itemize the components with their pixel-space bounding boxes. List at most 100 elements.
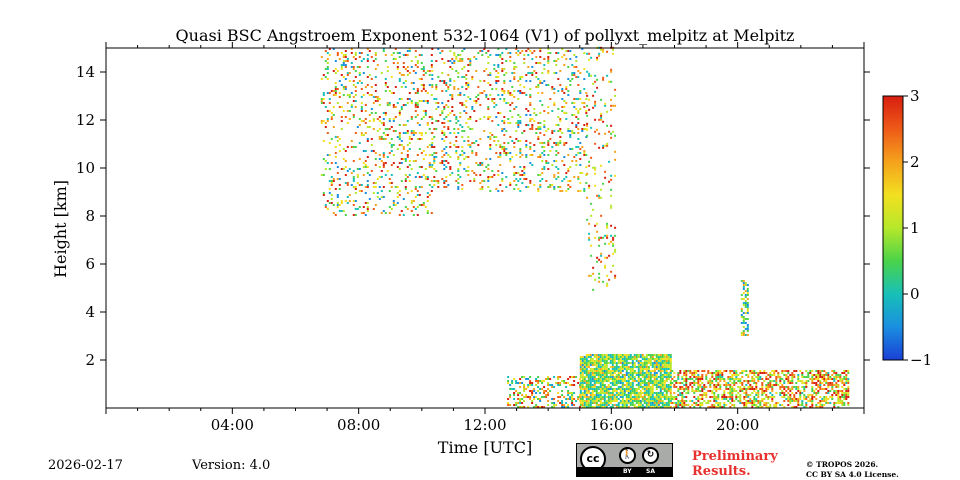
data-cell — [366, 140, 369, 142]
data-cell — [573, 176, 576, 178]
data-cell — [579, 364, 582, 366]
data-cell — [426, 212, 429, 214]
data-cell — [586, 104, 589, 107]
data-cell — [641, 392, 644, 394]
data-cell — [394, 58, 397, 60]
data-cell — [489, 72, 492, 74]
data-cell — [665, 360, 668, 362]
data-cell — [744, 300, 747, 302]
data-cell — [354, 188, 357, 190]
data-cell — [330, 182, 333, 184]
data-cell — [597, 376, 600, 378]
data-cell — [416, 172, 419, 174]
y-tick-label: 10 — [76, 159, 95, 177]
data-cell — [613, 380, 616, 382]
data-cell — [665, 376, 668, 378]
data-cell — [715, 384, 718, 386]
data-cell — [693, 384, 696, 386]
data-cell — [543, 80, 546, 82]
data-cell — [348, 80, 351, 82]
data-cell — [424, 112, 427, 114]
data-cell — [549, 184, 552, 186]
data-cell — [765, 394, 768, 396]
data-cell — [757, 400, 760, 402]
data-cell — [717, 402, 720, 404]
data-cell — [320, 56, 323, 58]
data-cell — [589, 380, 592, 382]
data-cell — [769, 372, 772, 374]
data-cell — [475, 140, 478, 142]
data-cell — [619, 370, 622, 372]
data-cell — [485, 166, 488, 168]
data-cell — [414, 50, 417, 52]
data-cell — [793, 374, 796, 376]
data-cell — [657, 360, 660, 362]
data-cell — [671, 370, 674, 372]
data-cell — [577, 110, 580, 112]
cc-license-badge[interactable]: cc 🚶 ↻ BY SA — [576, 443, 673, 477]
data-cell — [382, 166, 385, 168]
data-cell — [603, 378, 606, 380]
data-cell — [599, 360, 602, 362]
data-cell — [418, 138, 421, 140]
data-cell — [348, 96, 351, 98]
data-cell — [606, 224, 609, 227]
data-cell — [621, 386, 624, 388]
data-cell — [655, 400, 658, 402]
data-cell — [647, 388, 650, 390]
data-cell — [843, 404, 846, 406]
data-cell — [579, 356, 582, 358]
data-cell — [451, 98, 454, 100]
data-cell — [531, 392, 534, 394]
data-cell — [533, 108, 536, 110]
data-cell — [376, 130, 379, 132]
data-cell — [390, 92, 393, 94]
data-cell — [661, 378, 664, 380]
data-cell — [497, 140, 500, 142]
data-cell — [394, 86, 397, 88]
data-cell — [330, 162, 333, 164]
data-cell — [811, 374, 814, 376]
data-cell — [681, 396, 684, 398]
data-cell — [667, 374, 670, 376]
data-cell — [614, 104, 617, 107]
data-cell — [579, 402, 582, 404]
data-cell — [847, 382, 850, 384]
data-cell — [603, 376, 606, 378]
data-cell — [791, 374, 794, 376]
data-cell — [475, 174, 478, 176]
data-cell — [553, 72, 556, 74]
data-cell — [378, 154, 381, 156]
data-cell — [573, 106, 576, 108]
data-cell — [593, 362, 596, 364]
data-cell — [410, 82, 413, 84]
data-cell — [433, 176, 436, 178]
data-cell — [611, 396, 614, 398]
data-cell — [811, 402, 814, 404]
data-cell — [585, 364, 588, 366]
data-cell — [585, 174, 588, 176]
data-cell — [793, 406, 796, 408]
data-cell — [669, 364, 672, 366]
data-cell — [555, 178, 558, 180]
data-cell — [565, 102, 568, 104]
data-cell — [701, 404, 704, 406]
data-cell — [735, 376, 738, 378]
data-cell — [817, 376, 820, 378]
data-cell — [535, 76, 538, 78]
data-cell — [723, 398, 726, 400]
data-cell — [701, 382, 704, 384]
data-cell — [352, 96, 355, 98]
data-cell — [651, 394, 654, 396]
data-cell — [567, 90, 570, 92]
data-cell — [783, 394, 786, 396]
data-cell — [729, 388, 732, 390]
data-cell — [320, 100, 323, 102]
data-cell — [559, 186, 562, 188]
data-cell — [469, 62, 472, 64]
data-cell — [577, 398, 580, 400]
data-cell — [354, 86, 357, 88]
data-cell — [717, 398, 720, 400]
data-cell — [457, 186, 460, 188]
data-cell — [527, 406, 530, 408]
